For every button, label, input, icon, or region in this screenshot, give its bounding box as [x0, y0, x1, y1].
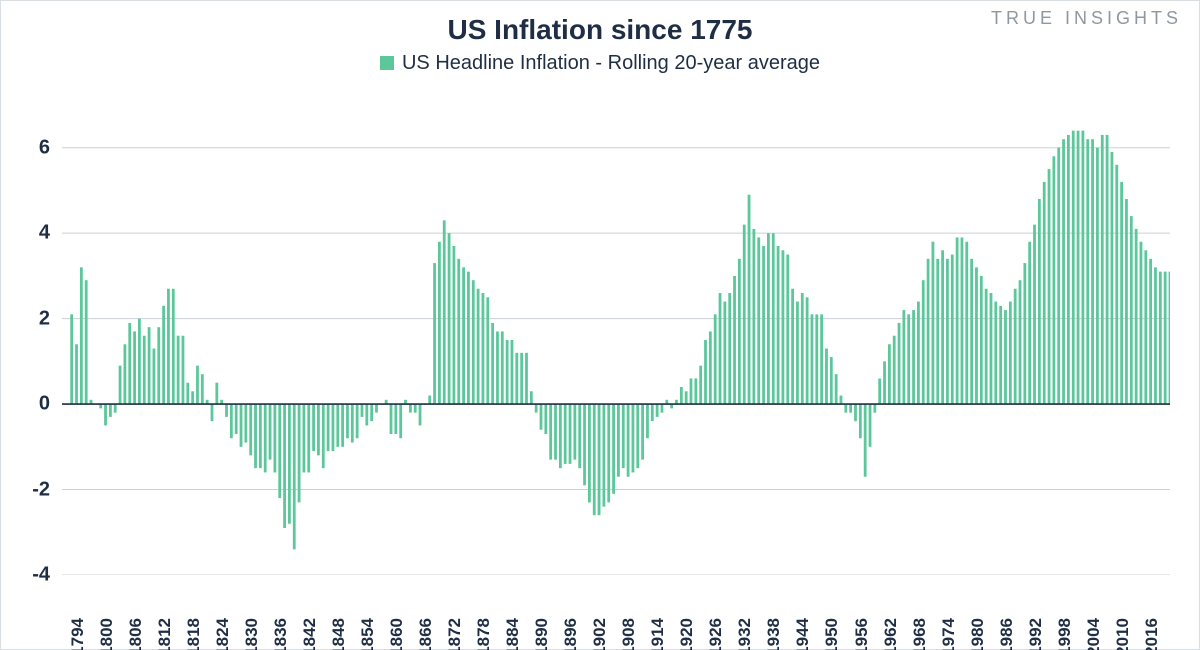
- x-tick-label: 1800: [97, 618, 117, 650]
- x-tick-label: 1860: [387, 618, 407, 650]
- x-tick-label: 1872: [445, 618, 465, 650]
- plot-area: [62, 105, 1170, 575]
- x-tick-label: 1950: [822, 618, 842, 650]
- x-tick-label: 1818: [184, 618, 204, 650]
- y-axis: -4-20246: [0, 105, 56, 575]
- y-tick-label: -4: [32, 564, 50, 587]
- x-tick-label: 2016: [1142, 618, 1162, 650]
- x-tick-label: 1914: [648, 618, 668, 650]
- chart-title: US Inflation since 1775: [0, 14, 1200, 46]
- x-tick-label: 1908: [619, 618, 639, 650]
- x-tick-label: 1956: [852, 618, 872, 650]
- y-tick-label: 4: [39, 222, 50, 245]
- x-tick-label: 1968: [910, 618, 930, 650]
- y-tick-label: 2: [39, 307, 50, 330]
- x-tick-label: 1926: [706, 618, 726, 650]
- x-tick-label: 1848: [329, 618, 349, 650]
- x-tick-label: 1938: [764, 618, 784, 650]
- x-tick-label: 1890: [532, 618, 552, 650]
- x-tick-label: 1866: [416, 618, 436, 650]
- legend-label: US Headline Inflation - Rolling 20-year …: [402, 52, 820, 74]
- x-tick-label: 1812: [155, 618, 175, 650]
- y-tick-label: -2: [32, 478, 50, 501]
- x-tick-label: 1806: [126, 618, 146, 650]
- x-tick-label: 1830: [242, 618, 262, 650]
- x-tick-label: 1920: [677, 618, 697, 650]
- x-tick-label: 1854: [358, 618, 378, 650]
- x-tick-label: 1998: [1055, 618, 1075, 650]
- x-axis: 1794 1800 1806 1812 1818 1824 1830 1836 1842 1848…: [62, 578, 1170, 650]
- x-tick-label: 1980: [968, 618, 988, 650]
- x-tick-label: 1794: [68, 618, 88, 650]
- x-tick-label: 1932: [735, 618, 755, 650]
- x-tick-label: 2010: [1113, 618, 1133, 650]
- x-tick-label: 1884: [503, 618, 523, 650]
- x-tick-label: 1974: [939, 618, 959, 650]
- y-tick-label: 6: [39, 136, 50, 159]
- x-tick-label: 1896: [561, 618, 581, 650]
- x-tick-label: 1962: [881, 618, 901, 650]
- x-tick-label: 1944: [793, 618, 813, 650]
- chart-legend: US Headline Inflation - Rolling 20-year …: [0, 52, 1200, 75]
- x-tick-label: 1986: [997, 618, 1017, 650]
- x-tick-label: 1992: [1026, 618, 1046, 650]
- x-tick-label: 1824: [213, 618, 233, 650]
- y-tick-label: 0: [39, 393, 50, 416]
- legend-swatch: [380, 56, 394, 70]
- x-tick-label: 1842: [300, 618, 320, 650]
- bar-chart-svg: [62, 105, 1170, 575]
- x-tick-label: 1836: [271, 618, 291, 650]
- x-tick-label: 1878: [474, 618, 494, 650]
- x-tick-label: 2004: [1084, 618, 1104, 650]
- x-tick-label: 1902: [590, 618, 610, 650]
